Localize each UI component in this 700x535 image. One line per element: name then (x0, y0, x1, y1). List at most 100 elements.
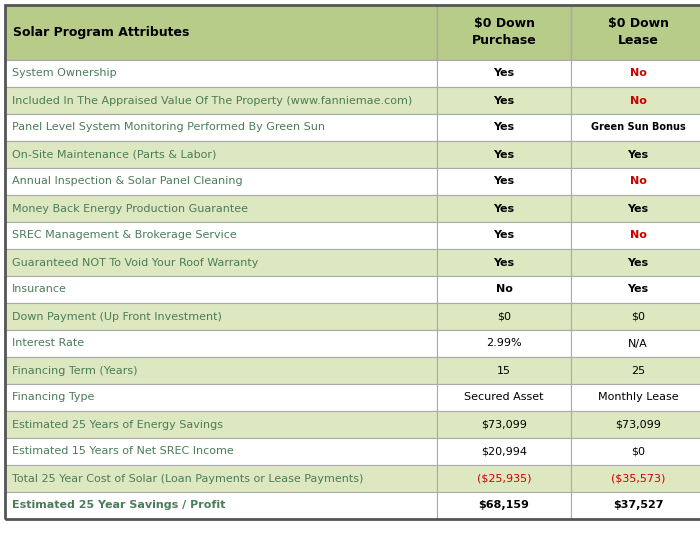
Text: Yes: Yes (627, 203, 649, 213)
Text: $0 Down
Lease: $0 Down Lease (608, 18, 668, 48)
Text: Insurance: Insurance (12, 285, 67, 294)
Bar (571, 222, 700, 249)
Text: Secured Asset: Secured Asset (464, 393, 544, 402)
Bar (571, 87, 700, 114)
Text: Yes: Yes (627, 285, 649, 294)
Bar (571, 330, 700, 357)
Bar (5, 168, 437, 195)
Text: Yes: Yes (627, 149, 649, 159)
Text: Yes: Yes (627, 257, 649, 268)
Bar (5, 5, 437, 60)
Bar (5, 276, 437, 303)
Text: ($25,935): ($25,935) (477, 473, 531, 484)
Bar (571, 168, 700, 195)
Text: No: No (629, 68, 646, 79)
Text: Yes: Yes (494, 231, 514, 241)
Text: 2.99%: 2.99% (486, 339, 522, 348)
Bar (5, 330, 437, 357)
Bar (5, 222, 437, 249)
Text: $20,994: $20,994 (481, 447, 527, 456)
Text: Panel Level System Monitoring Performed By Green Sun: Panel Level System Monitoring Performed … (12, 123, 325, 133)
Bar (437, 141, 571, 168)
Bar (571, 195, 700, 222)
Bar (5, 87, 437, 114)
Text: ($35,573): ($35,573) (611, 473, 665, 484)
Text: Green Sun Bonus: Green Sun Bonus (591, 123, 685, 133)
Text: No: No (629, 96, 646, 105)
Bar (437, 411, 571, 438)
Text: $0: $0 (631, 447, 645, 456)
Bar (571, 141, 700, 168)
Text: $68,159: $68,159 (479, 501, 529, 510)
Bar (571, 465, 700, 492)
Bar (5, 357, 437, 384)
Text: On-Site Maintenance (Parts & Labor): On-Site Maintenance (Parts & Labor) (12, 149, 216, 159)
Bar (571, 411, 700, 438)
Text: 15: 15 (497, 365, 511, 376)
Bar (437, 222, 571, 249)
Text: Estimated 15 Years of Net SREC Income: Estimated 15 Years of Net SREC Income (12, 447, 234, 456)
Text: Estimated 25 Years of Energy Savings: Estimated 25 Years of Energy Savings (12, 419, 223, 430)
Text: $0: $0 (497, 311, 511, 322)
Bar (571, 384, 700, 411)
Bar (437, 249, 571, 276)
Bar (5, 465, 437, 492)
Bar (437, 114, 571, 141)
Text: No: No (629, 177, 646, 187)
Bar (437, 330, 571, 357)
Bar (571, 5, 700, 60)
Bar (5, 411, 437, 438)
Text: Total 25 Year Cost of Solar (Loan Payments or Lease Payments): Total 25 Year Cost of Solar (Loan Paymen… (12, 473, 363, 484)
Bar (437, 276, 571, 303)
Bar (437, 384, 571, 411)
Bar (437, 195, 571, 222)
Bar (437, 438, 571, 465)
Bar (5, 114, 437, 141)
Text: Financing Term (Years): Financing Term (Years) (12, 365, 137, 376)
Text: Annual Inspection & Solar Panel Cleaning: Annual Inspection & Solar Panel Cleaning (12, 177, 243, 187)
Bar (571, 357, 700, 384)
Text: Included In The Appraised Value Of The Property (www.fanniemae.com): Included In The Appraised Value Of The P… (12, 96, 412, 105)
Text: Yes: Yes (494, 68, 514, 79)
Text: SREC Management & Brokerage Service: SREC Management & Brokerage Service (12, 231, 237, 241)
Bar (571, 276, 700, 303)
Text: $73,099: $73,099 (615, 419, 661, 430)
Text: No: No (496, 285, 512, 294)
Text: Down Payment (Up Front Investment): Down Payment (Up Front Investment) (12, 311, 222, 322)
Bar (437, 303, 571, 330)
Bar (5, 195, 437, 222)
Text: Yes: Yes (494, 177, 514, 187)
Text: Estimated 25 Year Savings / Profit: Estimated 25 Year Savings / Profit (12, 501, 225, 510)
Text: Yes: Yes (494, 257, 514, 268)
Text: $37,527: $37,527 (612, 501, 664, 510)
Bar (5, 303, 437, 330)
Bar (437, 492, 571, 519)
Text: Yes: Yes (494, 123, 514, 133)
Text: Monthly Lease: Monthly Lease (598, 393, 678, 402)
Bar (571, 303, 700, 330)
Bar (437, 465, 571, 492)
Bar (5, 384, 437, 411)
Text: No: No (629, 231, 646, 241)
Text: $0: $0 (631, 311, 645, 322)
Bar (5, 249, 437, 276)
Text: Yes: Yes (494, 149, 514, 159)
Bar (437, 357, 571, 384)
Bar (437, 5, 571, 60)
Text: Yes: Yes (494, 96, 514, 105)
Text: Interest Rate: Interest Rate (12, 339, 84, 348)
Text: System Ownership: System Ownership (12, 68, 117, 79)
Bar (437, 168, 571, 195)
Text: Money Back Energy Production Guarantee: Money Back Energy Production Guarantee (12, 203, 248, 213)
Text: $0 Down
Purchase: $0 Down Purchase (472, 18, 536, 48)
Bar (571, 249, 700, 276)
Text: Guaranteed NOT To Void Your Roof Warranty: Guaranteed NOT To Void Your Roof Warrant… (12, 257, 258, 268)
Bar (5, 438, 437, 465)
Bar (571, 60, 700, 87)
Bar (5, 492, 437, 519)
Bar (5, 60, 437, 87)
Text: $73,099: $73,099 (481, 419, 527, 430)
Text: N/A: N/A (628, 339, 648, 348)
Bar (571, 492, 700, 519)
Text: Yes: Yes (494, 203, 514, 213)
